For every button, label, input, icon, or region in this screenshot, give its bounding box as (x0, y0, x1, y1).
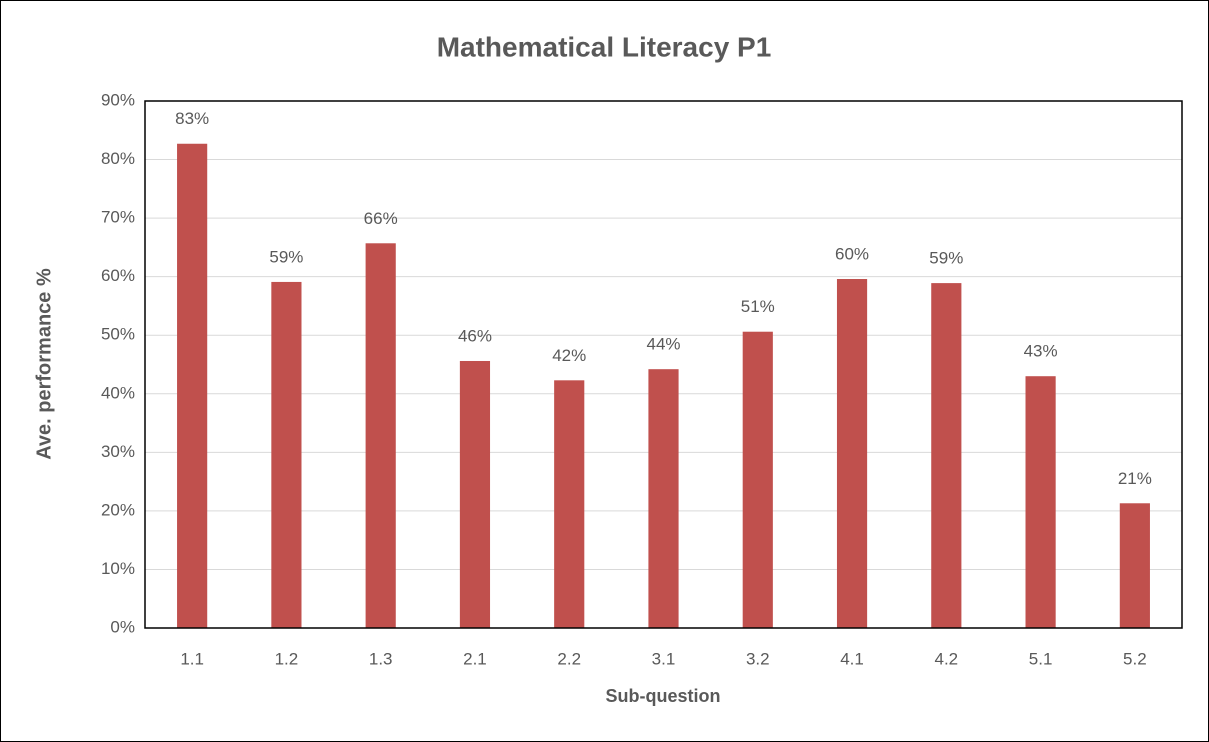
y-tick-label: 40% (101, 383, 135, 402)
x-tick-label: 3.1 (652, 649, 676, 668)
x-tick-label: 2.2 (557, 649, 581, 668)
value-label: 51% (741, 297, 775, 316)
y-tick-label: 10% (101, 559, 135, 578)
y-axis-label: Ave. performance % (33, 268, 55, 460)
x-tick-label: 3.2 (746, 649, 770, 668)
x-tick-label: 1.2 (275, 649, 299, 668)
value-label: 42% (552, 346, 586, 365)
x-tick-label: 5.1 (1029, 649, 1053, 668)
chart-title: Mathematical Literacy P1 (437, 31, 772, 62)
y-tick-label: 90% (101, 90, 135, 109)
value-label: 83% (175, 109, 209, 128)
value-label: 43% (1024, 342, 1058, 361)
value-label: 46% (458, 326, 492, 345)
y-tick-label: 0% (110, 617, 135, 636)
bar (931, 283, 962, 628)
bar (459, 360, 491, 628)
bar (1119, 503, 1150, 628)
y-tick-label: 80% (101, 149, 135, 168)
x-tick-label: 4.1 (840, 649, 864, 668)
value-label: 59% (269, 247, 303, 266)
bar (742, 331, 773, 628)
x-axis-label: Sub-question (606, 686, 721, 706)
y-tick-label: 70% (101, 208, 135, 227)
y-tick-label: 30% (101, 442, 135, 461)
x-tick-label: 4.2 (934, 649, 958, 668)
plot-border (144, 100, 1183, 629)
bar (836, 279, 868, 628)
value-label: 66% (364, 209, 398, 228)
y-tick-label: 20% (101, 500, 135, 519)
x-tick-label: 1.3 (369, 649, 393, 668)
value-label: 59% (929, 249, 963, 268)
bar (365, 243, 396, 629)
bar (1025, 376, 1056, 628)
value-label: 60% (835, 244, 869, 263)
x-tick-label: 2.1 (463, 649, 487, 668)
value-label: 44% (646, 335, 680, 354)
value-label: 21% (1118, 469, 1152, 488)
x-tick-label: 1.1 (180, 649, 204, 668)
x-tick-label: 5.2 (1123, 649, 1147, 668)
bar (554, 380, 585, 628)
bar (271, 281, 302, 628)
bar (177, 143, 208, 629)
bar (648, 369, 679, 628)
y-tick-label: 50% (101, 325, 135, 344)
y-tick-label: 60% (101, 266, 135, 285)
